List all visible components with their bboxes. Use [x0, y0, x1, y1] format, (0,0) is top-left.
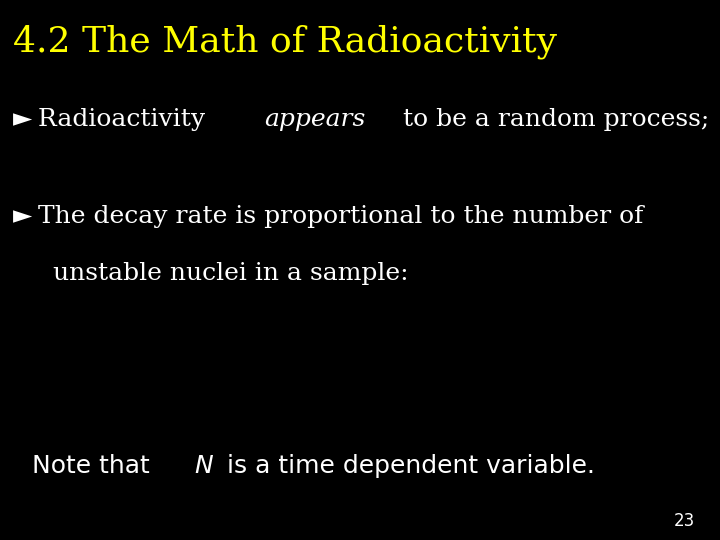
Text: The decay rate is proportional to the number of: The decay rate is proportional to the nu…	[37, 205, 643, 228]
Text: N: N	[194, 454, 213, 477]
Text: Radioactivity: Radioactivity	[37, 108, 213, 131]
Text: 23: 23	[673, 512, 695, 530]
Text: to be a random process;: to be a random process;	[395, 108, 708, 131]
Text: Note that: Note that	[32, 454, 158, 477]
Text: unstable nuclei in a sample:: unstable nuclei in a sample:	[53, 262, 408, 285]
Text: 4.2 The Math of Radioactivity: 4.2 The Math of Radioactivity	[13, 24, 557, 59]
Text: is a time dependent variable.: is a time dependent variable.	[219, 454, 595, 477]
Text: ►: ►	[13, 108, 32, 131]
Text: appears: appears	[264, 108, 365, 131]
Text: ►: ►	[13, 205, 32, 228]
